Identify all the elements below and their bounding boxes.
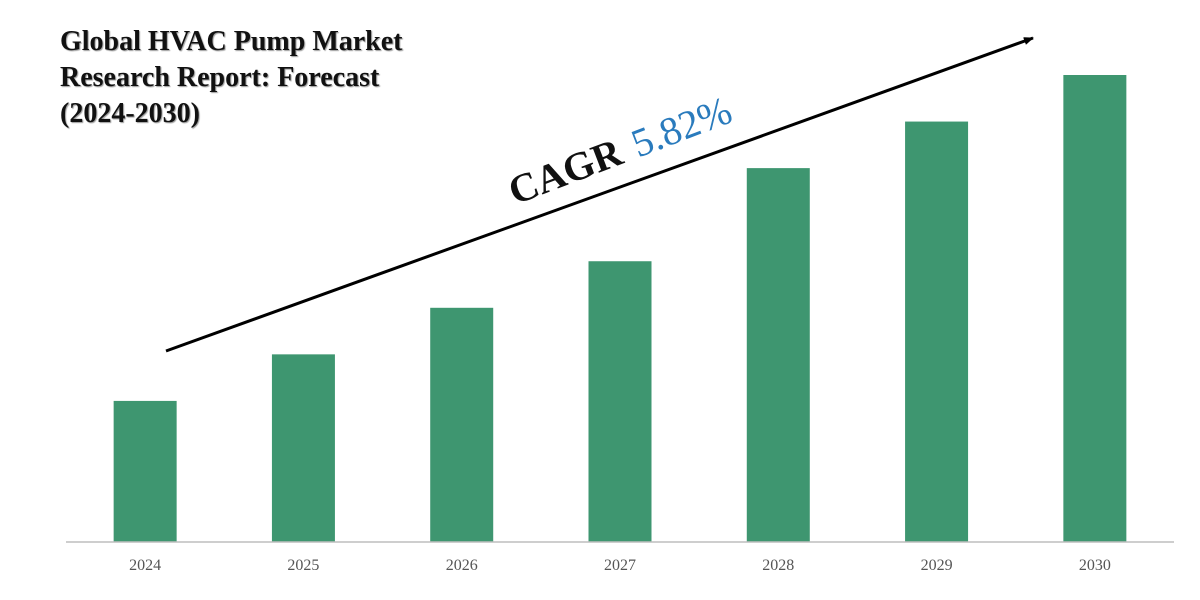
bar-2024 [113, 400, 177, 542]
title-line-2: Research Report: Forecast [60, 62, 380, 93]
bar-2026 [430, 307, 494, 542]
title-line-3: (2024-2030) [60, 98, 200, 129]
x-tick-label: 2024 [129, 557, 161, 574]
x-tick-label: 2025 [287, 557, 319, 574]
x-tick-label: 2030 [1079, 557, 1111, 574]
chart-title: Global HVAC Pump Market Research Report:… [60, 24, 520, 132]
cagr-annotation: CAGR 5.82% [502, 87, 738, 213]
x-axis-tick-labels: 2024 2025 2026 2027 2028 2029 2030 [129, 557, 1111, 574]
bar-group [113, 75, 1127, 543]
bar-2025 [271, 354, 335, 542]
x-tick-label: 2029 [921, 557, 953, 574]
bar-2027 [588, 261, 652, 542]
bar-2029 [905, 121, 969, 543]
x-tick-label: 2028 [762, 557, 794, 574]
cagr-label: CAGR [502, 129, 629, 214]
growth-arrow [165, 36, 1034, 353]
x-tick-label: 2026 [446, 557, 478, 574]
title-line-1: Global HVAC Pump Market [60, 26, 403, 57]
bar-2028 [746, 168, 810, 542]
x-tick-label: 2027 [604, 557, 636, 574]
bar-2030 [1063, 75, 1127, 542]
cagr-value: 5.82% [625, 87, 738, 166]
